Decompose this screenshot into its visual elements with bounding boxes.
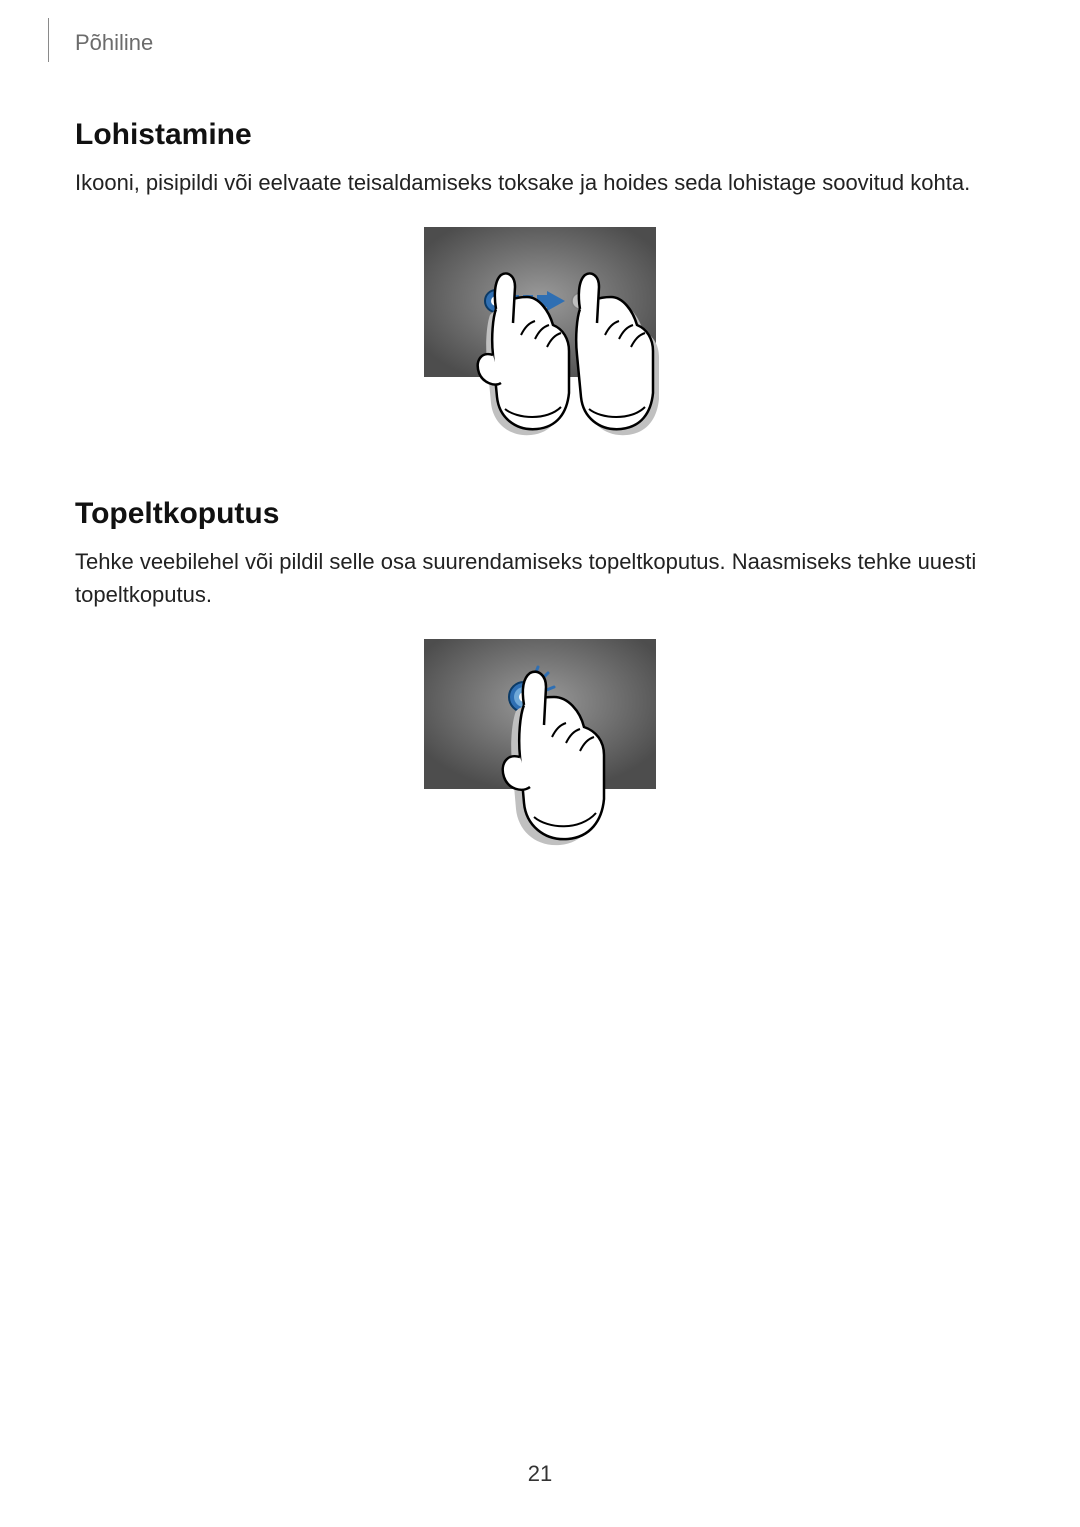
heading-lohistamine: Lohistamine [75,118,1005,152]
header-rule [48,18,49,62]
body-lohistamine: Ikooni, pisipildi või eelvaate teisaldam… [75,166,1005,199]
figure-double-tap-gesture [412,639,668,863]
section-topeltkoputus: Topeltkoputus Tehke veebilehel või pildi… [75,497,1005,863]
heading-topeltkoputus: Topeltkoputus [75,497,1005,531]
page-content: Lohistamine Ikooni, pisipildi või eelvaa… [75,118,1005,863]
page-number: 21 [0,1461,1080,1487]
figure-drag-gesture [397,227,683,451]
body-topeltkoputus: Tehke veebilehel või pildil selle osa su… [75,545,1005,611]
manual-page: Põhiline Lohistamine Ikooni, pisipildi v… [0,0,1080,1527]
section-label: Põhiline [75,30,153,56]
